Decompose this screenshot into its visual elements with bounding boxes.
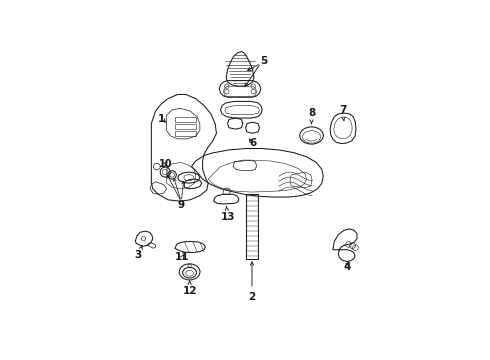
- Text: 8: 8: [308, 108, 315, 124]
- Text: 1: 1: [158, 114, 166, 123]
- Text: 13: 13: [220, 207, 235, 222]
- Text: 5: 5: [260, 56, 267, 66]
- Text: 6: 6: [249, 138, 256, 148]
- Text: 3: 3: [134, 246, 142, 260]
- Text: 10: 10: [159, 159, 172, 169]
- Text: 7: 7: [339, 105, 346, 121]
- Text: 11: 11: [175, 252, 190, 262]
- Text: 2: 2: [248, 262, 256, 302]
- Text: 9: 9: [178, 199, 185, 210]
- Text: 12: 12: [182, 281, 197, 296]
- Text: 4: 4: [344, 262, 351, 272]
